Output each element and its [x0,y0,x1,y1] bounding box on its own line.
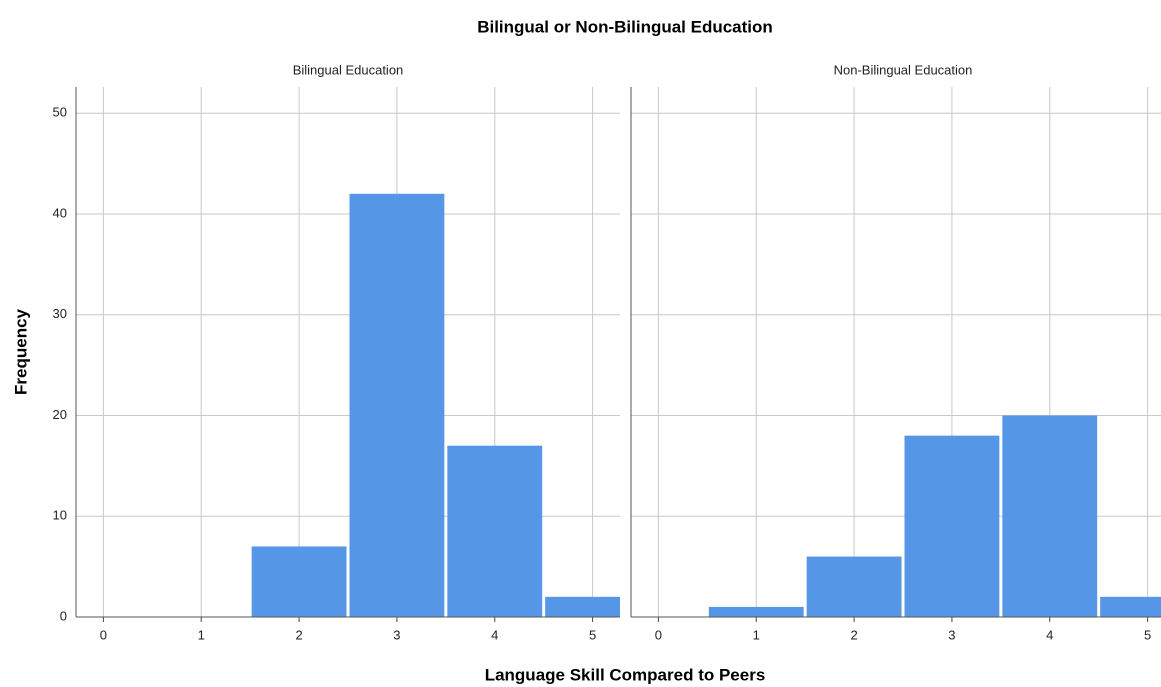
panel-plot [708,415,1161,617]
x-tick-label: 2 [850,627,857,642]
x-tick-label: 5 [589,627,596,642]
panel-title: Bilingual Education [293,62,404,77]
bar [904,435,1000,617]
y-axis-title: Frequency [11,308,30,395]
x-tick-label: 3 [948,627,955,642]
panel-title: Non-Bilingual Education [834,62,973,77]
x-tick-label: 4 [1046,627,1053,642]
y-tick-label: 40 [53,205,67,220]
bar [1002,415,1098,617]
y-tick-label: 0 [60,608,67,623]
panel-plot [251,193,620,617]
y-tick-label: 10 [53,508,67,523]
x-tick-label: 4 [491,627,498,642]
x-tick-label: 3 [393,627,400,642]
bar [1100,596,1161,617]
y-tick-label: 30 [53,306,67,321]
x-tick-label: 0 [655,627,662,642]
x-tick-label: 2 [295,627,302,642]
bar [349,193,445,617]
chart-title: Bilingual or Non-Bilingual Education [477,17,773,36]
bar [806,556,902,617]
y-tick-label: 20 [53,407,67,422]
x-axis-title: Language Skill Compared to Peers [485,665,766,684]
bar [545,596,620,617]
x-tick-label: 0 [100,627,107,642]
bar [708,606,804,617]
x-tick-label: 1 [198,627,205,642]
x-tick-label: 1 [753,627,760,642]
bar [251,546,347,617]
y-tick-label: 50 [53,105,67,120]
x-tick-label: 5 [1144,627,1151,642]
bar [447,445,543,617]
